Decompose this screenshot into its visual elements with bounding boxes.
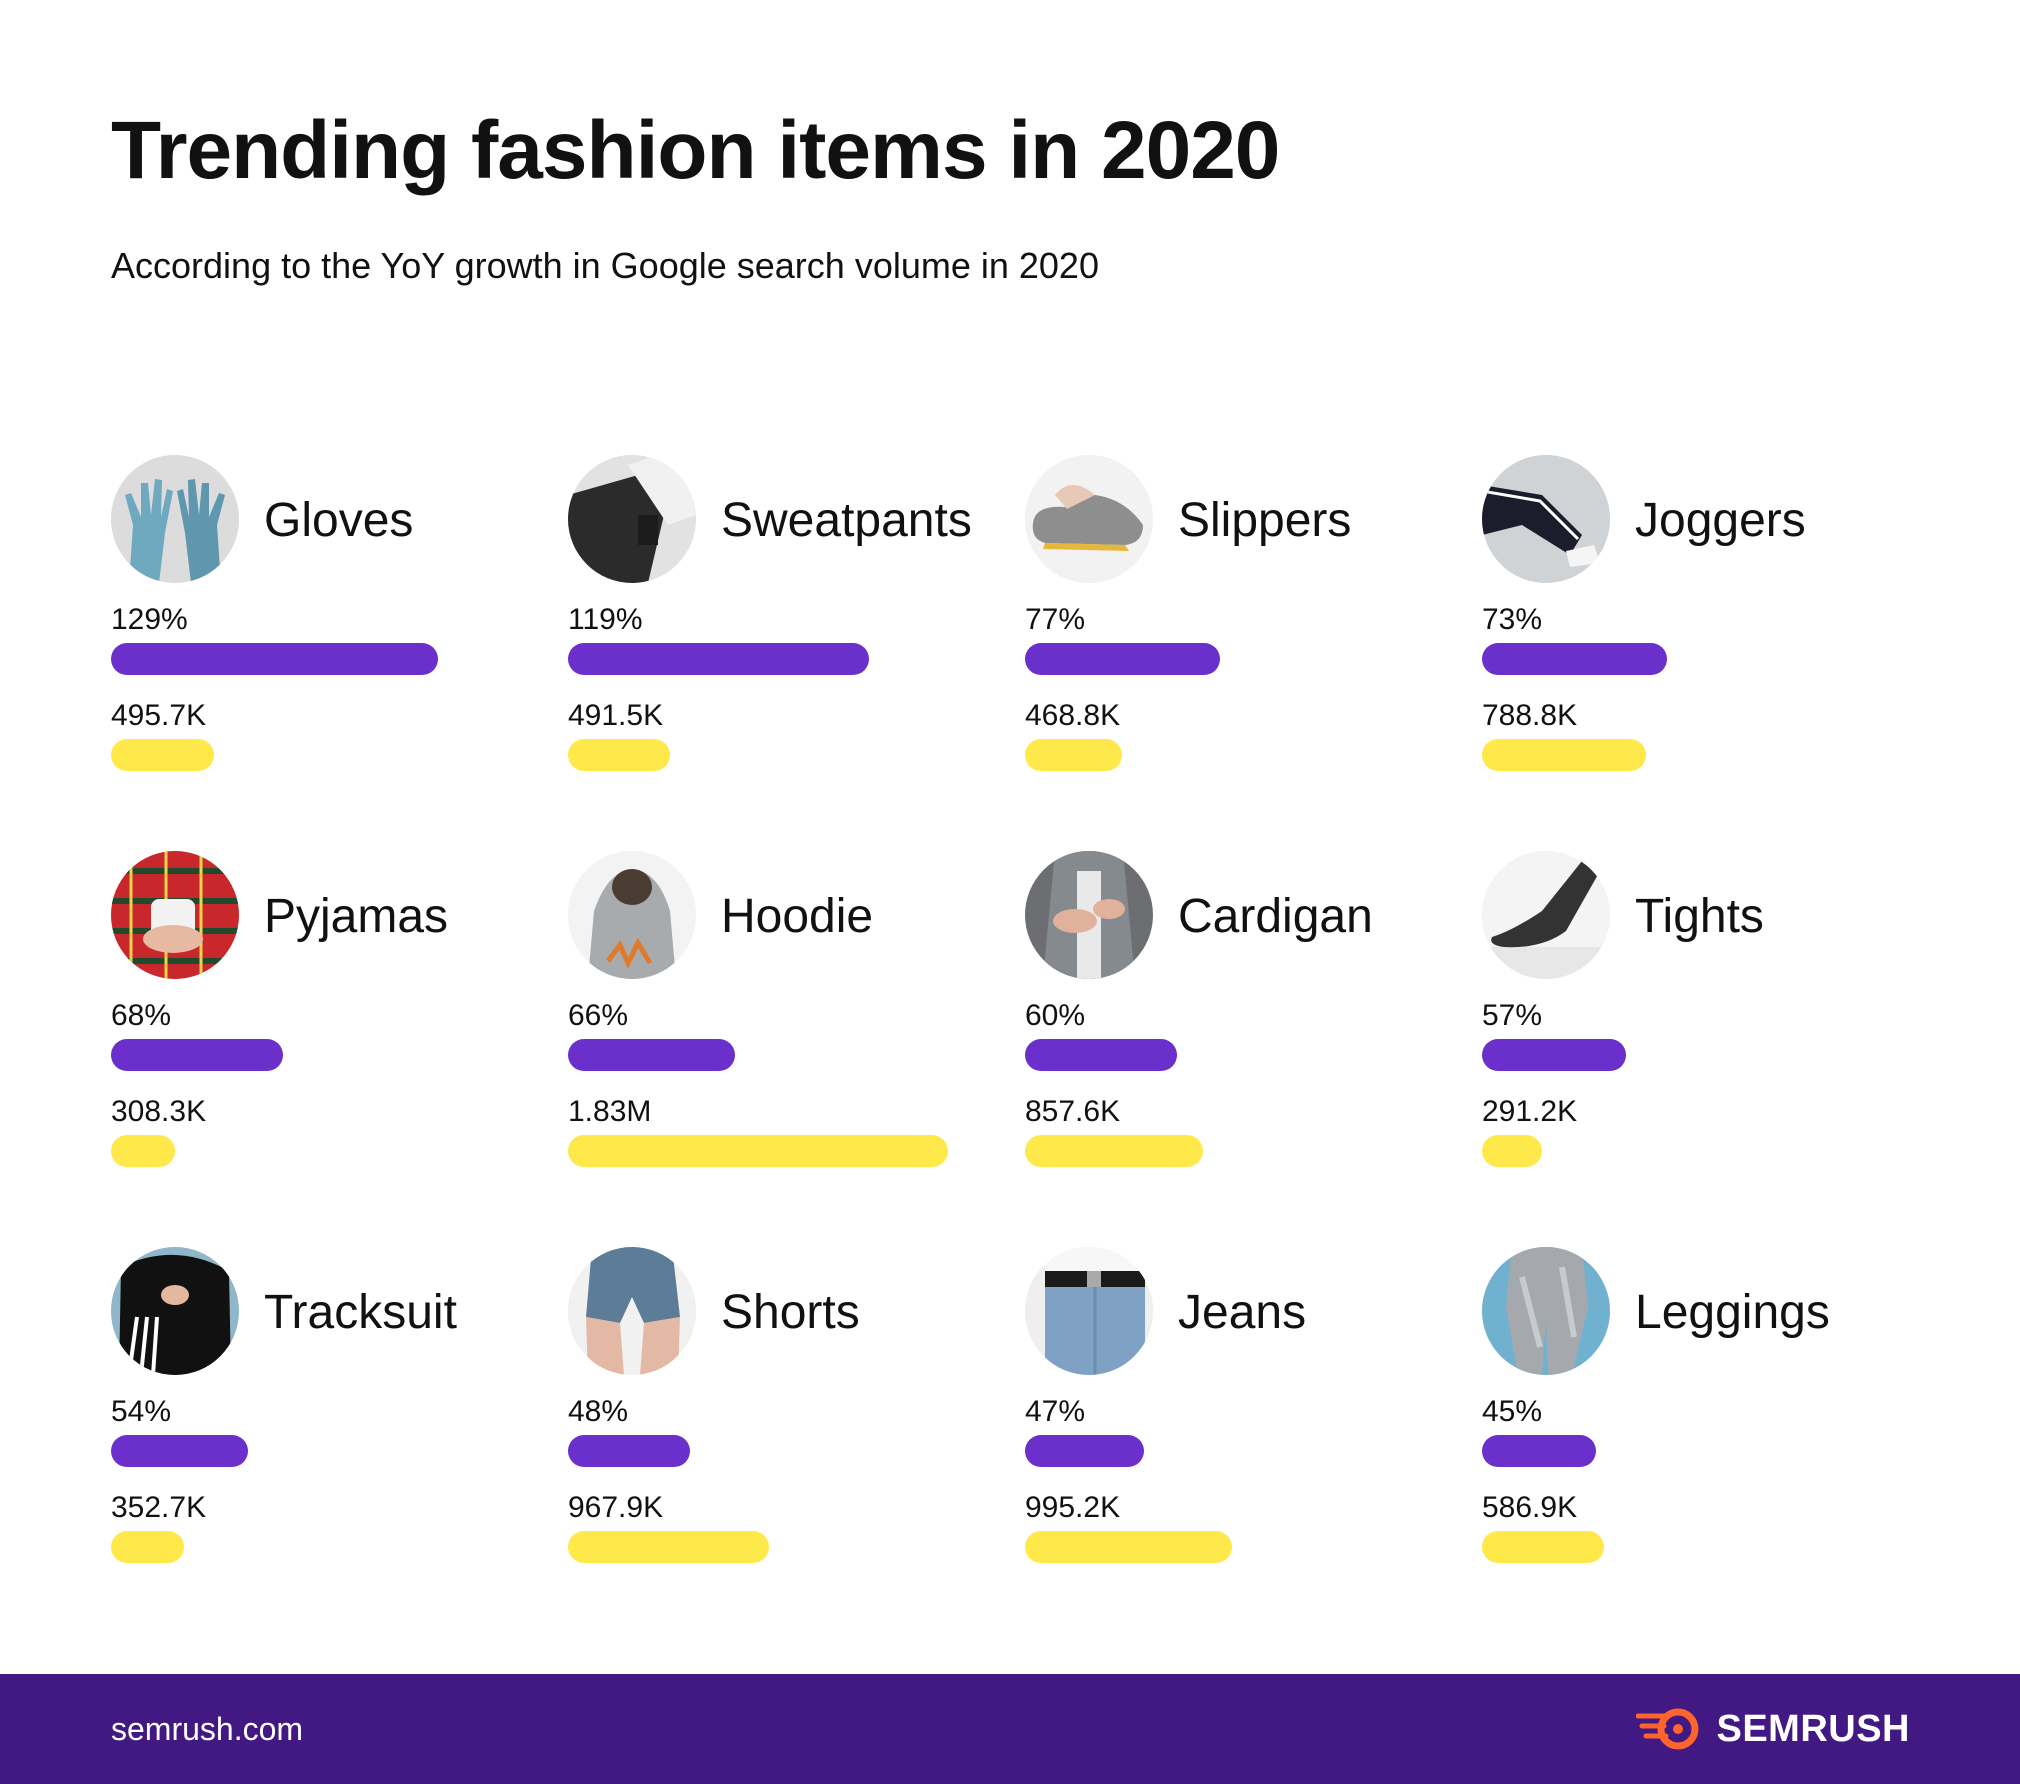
category-label: Gloves: [264, 494, 414, 547]
category-label: Tights: [1635, 890, 1764, 943]
category-label: Cardigan: [1178, 890, 1373, 943]
growth-bar: [568, 1435, 690, 1467]
growth-value-label: 47%: [1025, 1395, 1086, 1428]
growth-bar: [1025, 643, 1221, 675]
category-label: Tracksuit: [264, 1286, 457, 1339]
growth-bar: [1482, 643, 1667, 675]
category-label: Pyjamas: [264, 890, 449, 943]
growth-bar: [568, 1039, 736, 1071]
semrush-flame-icon: [1636, 1708, 1699, 1750]
volume-value-label: 491.5K: [568, 699, 664, 732]
volume-bar: [1025, 1531, 1232, 1563]
tracksuit-icon: [111, 1247, 239, 1375]
brand-logo: SEMRUSH: [1636, 1704, 1910, 1754]
tights-icon: [1482, 851, 1610, 979]
category-label: Leggings: [1635, 1286, 1830, 1339]
jeans-icon: [1025, 1247, 1153, 1375]
category-label: Slippers: [1178, 494, 1352, 547]
growth-bar: [1482, 1435, 1596, 1467]
growth-bar: [111, 1435, 248, 1467]
volume-bar: [1482, 1531, 1604, 1563]
chart-item-tights: Tights 57% 291.2K: [1482, 851, 1922, 1171]
volume-bar: [1482, 1135, 1543, 1167]
growth-value-label: 129%: [111, 603, 188, 636]
growth-value-label: 48%: [568, 1395, 629, 1428]
chart-item-pyjamas: Pyjamas 68% 308.3K: [111, 851, 551, 1171]
page-title: Trending fashion items in 2020: [111, 105, 1280, 196]
growth-value-label: 77%: [1025, 603, 1086, 636]
category-label: Hoodie: [721, 890, 874, 943]
growth-value-label: 54%: [111, 1395, 172, 1428]
growth-value-label: 68%: [111, 999, 172, 1032]
brand-name: SEMRUSH: [1716, 1707, 1910, 1750]
chart-grid: Gloves 129% 495.7K Sweatpants 119% 491.5K Slip…: [111, 455, 1922, 1567]
chart-item-sweatpants: Sweatpants 119% 491.5K: [568, 455, 1008, 775]
growth-value-label: 57%: [1482, 999, 1543, 1032]
growth-bar: [1025, 1039, 1177, 1071]
volume-bar: [568, 739, 671, 771]
chart-item-hoodie: Hoodie 66% 1.83M: [568, 851, 1008, 1171]
joggers-icon: [1482, 455, 1610, 583]
chart-item-leggings: Leggings 45% 586.9K: [1482, 1247, 1922, 1567]
volume-bar: [1025, 739, 1123, 771]
volume-bar: [111, 1531, 185, 1563]
volume-bar: [568, 1135, 948, 1167]
volume-value-label: 495.7K: [111, 699, 207, 732]
footer-url[interactable]: semrush.com: [111, 1711, 304, 1747]
category-label: Joggers: [1635, 494, 1806, 547]
category-label: Jeans: [1178, 1286, 1307, 1339]
growth-bar: [111, 643, 438, 675]
volume-bar: [111, 1135, 176, 1167]
slippers-icon: [1025, 455, 1153, 583]
footer-bar: semrush.com SEMRUSH: [0, 1674, 2020, 1784]
growth-value-label: 119%: [568, 603, 643, 636]
volume-value-label: 468.8K: [1025, 699, 1121, 732]
gloves-icon: [111, 455, 239, 583]
volume-bar: [568, 1531, 769, 1563]
chart-item-joggers: Joggers 73% 788.8K: [1482, 455, 1922, 775]
growth-bar: [1482, 1039, 1627, 1071]
volume-value-label: 788.8K: [1482, 699, 1578, 732]
volume-value-label: 1.83M: [568, 1095, 652, 1128]
growth-bar: [111, 1039, 284, 1071]
volume-value-label: 308.3K: [111, 1095, 207, 1128]
growth-value-label: 45%: [1482, 1395, 1543, 1428]
chart-item-jeans: Jeans 47% 995.2K: [1025, 1247, 1465, 1567]
growth-bar: [568, 643, 870, 675]
sweatpants-icon: [568, 455, 696, 583]
category-label: Shorts: [721, 1286, 860, 1339]
volume-value-label: 857.6K: [1025, 1095, 1121, 1128]
chart-item-cardigan: Cardigan 60% 857.6K: [1025, 851, 1465, 1171]
pyjamas-icon: [111, 851, 239, 979]
hoodie-icon: [568, 851, 696, 979]
chart-item-shorts: Shorts 48% 967.9K: [568, 1247, 1008, 1567]
growth-bar: [1025, 1435, 1145, 1467]
volume-bar: [1025, 1135, 1204, 1167]
volume-value-label: 995.2K: [1025, 1491, 1121, 1524]
volume-bar: [111, 739, 214, 771]
cardigan-icon: [1025, 851, 1153, 979]
volume-bar: [1482, 739, 1646, 771]
growth-value-label: 66%: [568, 999, 629, 1032]
leggings-icon: [1482, 1247, 1610, 1375]
volume-value-label: 967.9K: [568, 1491, 664, 1524]
volume-value-label: 291.2K: [1482, 1095, 1578, 1128]
chart-item-tracksuit: Tracksuit 54% 352.7K: [111, 1247, 551, 1567]
shorts-icon: [568, 1247, 696, 1375]
page-subtitle: According to the YoY growth in Google se…: [111, 245, 1099, 286]
category-label: Sweatpants: [721, 494, 972, 547]
volume-value-label: 586.9K: [1482, 1491, 1578, 1524]
growth-value-label: 73%: [1482, 603, 1543, 636]
growth-value-label: 60%: [1025, 999, 1086, 1032]
volume-value-label: 352.7K: [111, 1491, 207, 1524]
chart-item-gloves: Gloves 129% 495.7K: [111, 455, 551, 775]
chart-item-slippers: Slippers 77% 468.8K: [1025, 455, 1465, 775]
